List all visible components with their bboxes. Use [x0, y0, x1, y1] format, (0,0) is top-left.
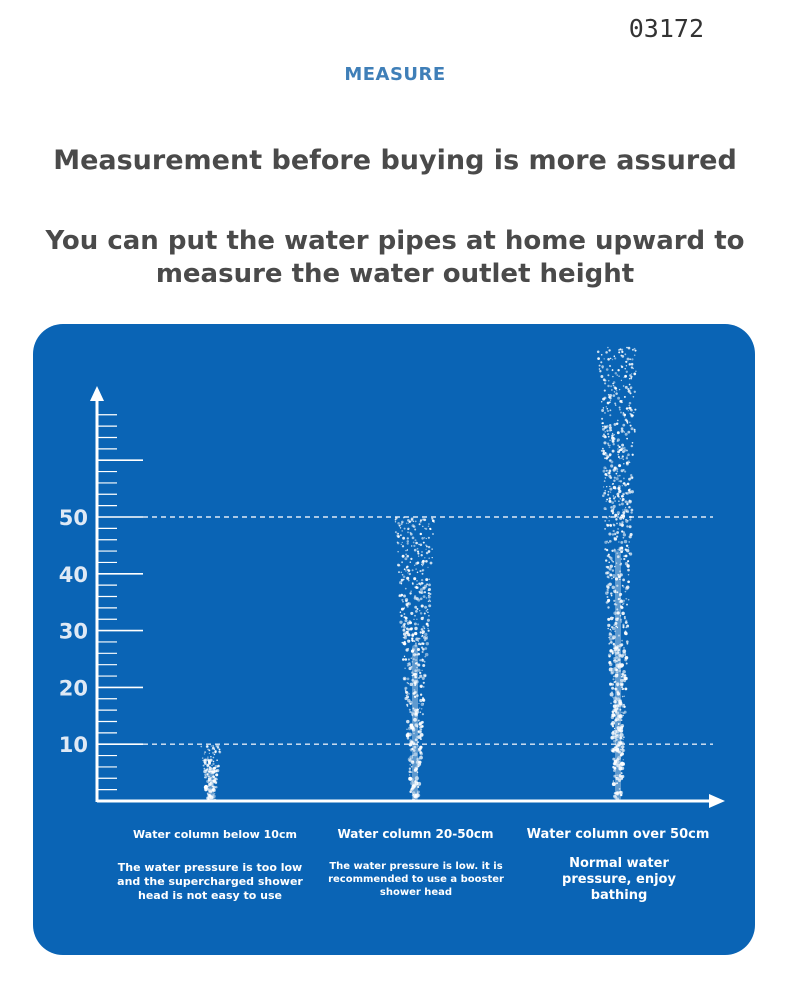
column-3-title: Water column over 50cm [526, 827, 710, 842]
subheadline: You can put the water pipes at home upwa… [45, 226, 745, 289]
water-height-graphic: 50 40 30 20 10 [59, 346, 725, 808]
water-column-3 [596, 346, 637, 801]
column-2-desc: The water pressure is low. it is recomme… [328, 861, 504, 898]
column-2-title: Water column 20-50cm [337, 827, 494, 841]
dashed-guides [143, 516, 713, 745]
scale-label-10: 10 [59, 733, 88, 757]
scale-label-30: 30 [59, 620, 88, 644]
product-code: 03172 [628, 14, 704, 43]
column-1-title: Water column below 10cm [133, 828, 297, 841]
column-3-desc: Normal water pressure, enjoy bathing [562, 856, 676, 903]
section-label: MEASURE [344, 64, 446, 85]
water-column-1 [200, 744, 222, 803]
scale-labels: 50 40 30 20 10 [59, 506, 88, 757]
measure-panel: 50 40 30 20 10 Water column below 10cm The w… [33, 324, 755, 955]
y-axis-arrow-icon [90, 386, 104, 401]
column-1-desc: The water pressure is too low and the su… [117, 861, 303, 902]
axis-ticks [97, 414, 143, 791]
scale-label-50: 50 [59, 506, 88, 530]
water-columns [200, 346, 637, 803]
headline: Measurement before buying is more assure… [53, 145, 737, 176]
x-axis-arrow-icon [709, 794, 725, 808]
scale-label-20: 20 [59, 676, 88, 700]
water-column-2 [394, 516, 435, 803]
scale-label-40: 40 [59, 563, 88, 587]
